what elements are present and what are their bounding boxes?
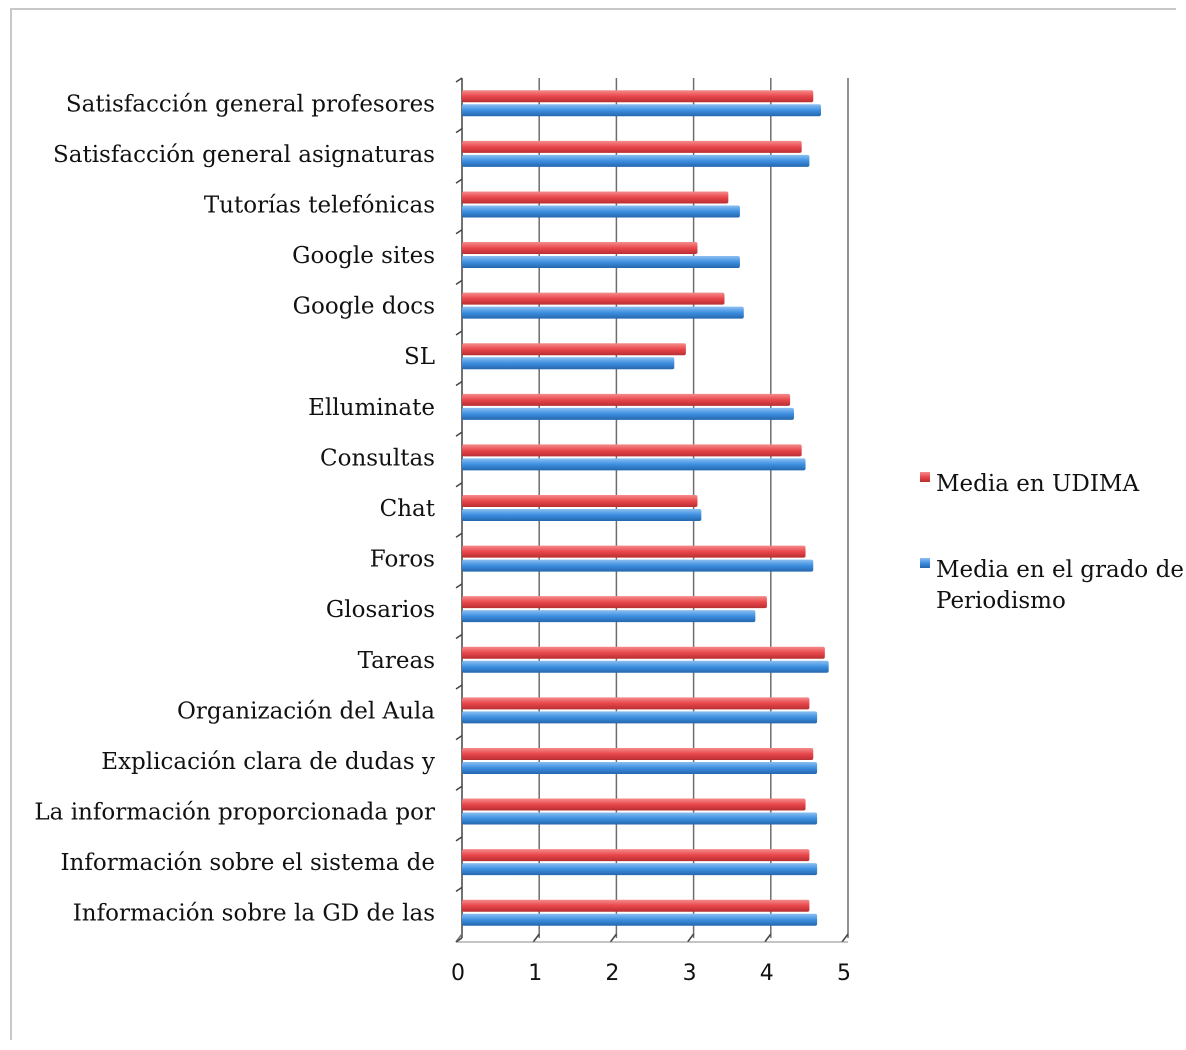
x-tick-label: 4: [760, 961, 774, 986]
category-label: Google sites: [292, 243, 435, 269]
y-tick-mark: [455, 886, 463, 893]
bar-udima: [462, 849, 810, 862]
y-tick-mark: [455, 735, 463, 741]
x-tick-label: 3: [683, 961, 697, 986]
bar-udima: [462, 495, 698, 507]
bar-periodismo: [462, 660, 829, 673]
y-tick-mark: [455, 482, 463, 488]
chart-frame: [10, 8, 1176, 1040]
bar-periodismo: [462, 559, 814, 572]
bars: [462, 90, 829, 926]
x-tick-label: 5: [837, 961, 851, 986]
category-label: Foros: [370, 547, 435, 573]
category-label: Tareas: [358, 648, 435, 674]
category-label: Consultas: [320, 445, 435, 471]
y-tick-mark: [455, 127, 463, 134]
legend-label-udima: Media en UDIMA: [936, 471, 1139, 497]
gridlines: [538, 78, 849, 938]
y-tick-mark: [455, 785, 463, 791]
bar-udima: [462, 545, 806, 558]
bar-periodismo: [462, 104, 821, 117]
category-label: Organización del Aula: [177, 698, 435, 724]
y-tick-mark: [455, 178, 463, 184]
bar-udima: [462, 747, 814, 760]
y-tick-mark: [455, 633, 463, 640]
y-tick-mark: [455, 229, 463, 235]
category-label: Glosarios: [326, 597, 435, 623]
category-label: Elluminate: [308, 395, 435, 421]
y-tick-mark: [455, 380, 463, 387]
y-tick-mark: [455, 583, 463, 589]
bar-periodismo: [462, 509, 702, 521]
bar-udima: [462, 292, 725, 305]
bar-periodismo: [462, 205, 740, 218]
x-tick-labels: 0 1 2 3 4 5: [451, 961, 851, 986]
bar-periodismo: [462, 610, 756, 623]
bar-periodismo: [462, 306, 744, 319]
category-label: Información sobre la GD de las: [73, 901, 435, 927]
bar-udima: [462, 90, 814, 103]
bar-udima: [462, 140, 802, 153]
legend: Media en UDIMA Media en el grado de Peri…: [920, 471, 1186, 614]
bar-periodismo: [462, 863, 818, 876]
y-tick-mark: [455, 836, 463, 842]
x-tick-mark: [764, 933, 772, 943]
category-label: Información sobre el sistema de: [60, 850, 435, 876]
bar-periodismo: [462, 256, 740, 269]
category-label: SL: [404, 344, 435, 370]
category-label: Chat: [380, 496, 436, 522]
bar-udima: [462, 444, 802, 457]
y-tick-mark: [455, 330, 463, 336]
bar-periodismo: [462, 812, 818, 825]
y-tick-mark: [455, 77, 463, 83]
x-tick-label: 0: [451, 961, 465, 986]
x-tick-label: 2: [605, 961, 619, 986]
axes: [455, 77, 849, 943]
x-tick-label: 1: [528, 961, 542, 986]
category-labels: Satisfacción general profesores Satisfacc…: [34, 91, 435, 926]
y-tick-mark: [455, 532, 463, 538]
x-tick-mark: [841, 933, 849, 943]
y-tick-mark: [455, 684, 463, 690]
bar-periodismo: [462, 407, 794, 420]
bar-udima: [462, 899, 810, 912]
category-label: Satisfacción general asignaturas: [53, 142, 435, 168]
category-label: Explicación clara de dudas y: [101, 749, 435, 775]
category-label: Satisfacción general profesores: [66, 91, 435, 117]
legend-swatch-udima: [920, 472, 930, 482]
bar-udima: [462, 697, 810, 710]
bar-udima: [462, 191, 729, 204]
bar-periodismo: [462, 458, 806, 471]
bar-periodismo: [462, 357, 675, 370]
bar-udima: [462, 242, 698, 255]
y-tick-mark: [455, 431, 463, 437]
bar-udima: [462, 596, 767, 609]
bar-udima: [462, 343, 686, 356]
bar-udima: [462, 646, 825, 659]
y-tick-mark: [455, 279, 463, 285]
bar-periodismo: [462, 711, 818, 724]
y-tick-mark: [455, 937, 463, 943]
bar-periodismo: [462, 913, 818, 926]
category-label: La información proporcionada por: [34, 800, 435, 826]
bar-udima: [462, 798, 806, 811]
x-tick-mark: [609, 933, 618, 943]
legend-swatch-periodismo: [920, 558, 930, 568]
legend-label-periodismo: Media en el grado de Periodismo: [936, 557, 1186, 614]
category-label: Tutorías telefónicas: [204, 192, 435, 218]
x-tick-mark: [532, 933, 540, 943]
x-tick-mark: [686, 933, 695, 943]
category-label: Google docs: [293, 294, 435, 320]
bar-periodismo: [462, 761, 818, 774]
bar-udima: [462, 393, 791, 406]
bar-periodismo: [462, 154, 810, 167]
